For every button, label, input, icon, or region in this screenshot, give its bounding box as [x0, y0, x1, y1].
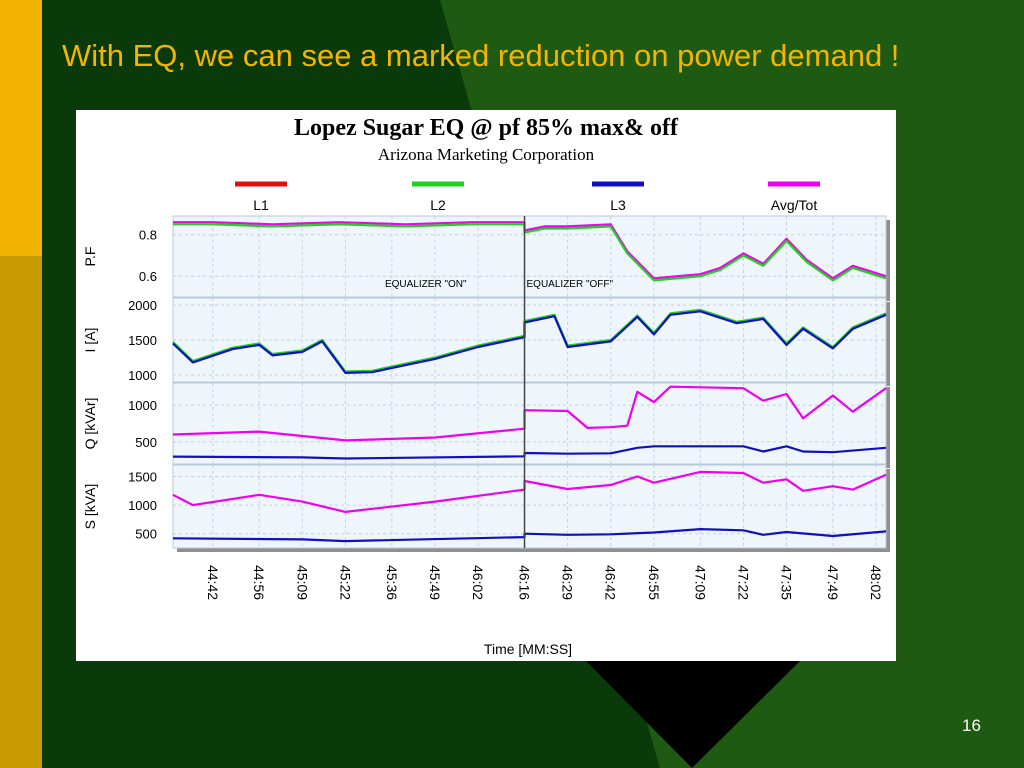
panel-1-ytick-0: 1000: [128, 368, 157, 383]
slide-number: 16: [962, 716, 981, 735]
panel-0-series-1: [173, 223, 887, 282]
panel-0-ytick-0: 0.6: [139, 269, 157, 284]
panel-3-series-0: [172, 470, 887, 513]
annotation-1: EQUALIZER "OFF": [527, 279, 614, 290]
background-lower-triangle: [586, 661, 800, 768]
panel-3-ytick-1: 1000: [128, 498, 157, 513]
panel-2-ytick-1: 1000: [128, 398, 157, 413]
x-axis-label: Time [MM:SS]: [484, 641, 572, 657]
xtick-label-11: 47:09: [692, 565, 708, 600]
slide-title: With EQ, we can see a marked reduction o…: [62, 38, 900, 73]
annotation-0: EQUALIZER "ON": [385, 279, 467, 290]
xtick-label-15: 48:02: [868, 565, 884, 600]
panel-1-ylabel: I [A]: [82, 328, 98, 353]
left-accent-bar-top: [0, 0, 42, 256]
panel-3-ytick-2: 1500: [128, 469, 157, 484]
xtick-label-14: 47:49: [825, 565, 841, 600]
chart-panel: Lopez Sugar EQ @ pf 85% max& off Arizona …: [76, 110, 896, 661]
xtick-label-0: 44:42: [205, 565, 221, 600]
xtick-label-3: 45:22: [337, 565, 353, 600]
panel-2-ylabel: Q [kVAr]: [82, 398, 98, 450]
xtick-label-2: 45:09: [294, 565, 310, 600]
panel-1-ytick-2: 2000: [128, 298, 157, 313]
panel-0-ytick-1: 0.8: [139, 228, 157, 243]
chart-svg: Lopez Sugar EQ @ pf 85% max& off Arizona …: [82, 115, 890, 657]
legend-label-1: L2: [430, 197, 446, 213]
panel-background-3: [172, 464, 887, 549]
xtick-label-12: 47:22: [735, 565, 751, 600]
chart-subtitle: Arizona Marketing Corporation: [378, 145, 595, 164]
panel-2-ytick-0: 500: [135, 435, 157, 450]
panel-3-series-1: [172, 528, 887, 543]
panel-1-ytick-1: 1500: [128, 333, 157, 348]
legend-label-0: L1: [253, 197, 269, 213]
xtick-label-8: 46:29: [560, 565, 576, 600]
xtick-label-6: 46:02: [470, 565, 486, 600]
xtick-label-4: 45:36: [384, 565, 400, 600]
xtick-label-7: 46:16: [517, 565, 533, 600]
xtick-label-13: 47:35: [779, 565, 795, 600]
panel-3-ylabel: S [kVA]: [82, 484, 98, 530]
panel-2-series-1: [172, 445, 887, 460]
panel-2-series-0: [172, 385, 887, 442]
panel-1-series-1: [172, 310, 887, 374]
panel-3-ytick-0: 500: [135, 527, 157, 542]
xtick-label-10: 46:55: [646, 565, 662, 600]
xtick-label-5: 45:49: [427, 565, 443, 600]
panel-0-ylabel: P.F: [82, 247, 98, 267]
legend-label-2: L3: [610, 197, 626, 213]
legend-label-3: Avg/Tot: [771, 197, 818, 213]
chart-title: Lopez Sugar EQ @ pf 85% max& off: [294, 115, 679, 141]
xtick-label-9: 46:42: [603, 565, 619, 600]
xtick-label-1: 44:56: [251, 565, 267, 600]
